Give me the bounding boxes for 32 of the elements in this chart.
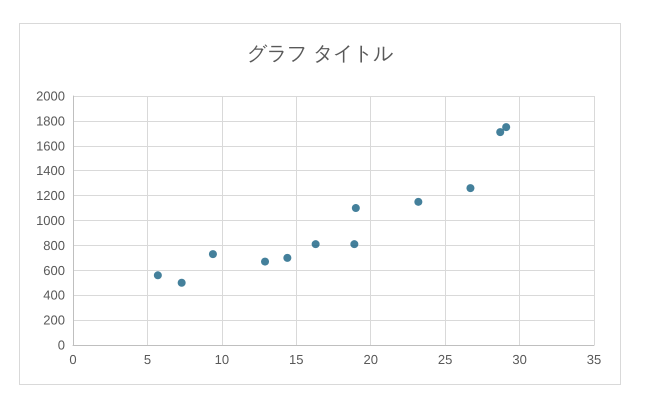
- x-tick-label: 25: [438, 352, 452, 367]
- y-tick-label: 600: [43, 262, 65, 278]
- y-tick-label: 1600: [36, 138, 65, 154]
- x-tick-label: 10: [214, 352, 230, 367]
- chart-title: グラフ タイトル: [246, 41, 394, 65]
- y-tick-label: 400: [43, 288, 65, 303]
- y-tick-label: 800: [43, 238, 65, 253]
- point: [312, 240, 320, 248]
- x-tick-label: 35: [586, 352, 602, 367]
- point: [208, 250, 217, 258]
- point: [352, 204, 360, 212]
- x-tick-label: 30: [512, 352, 527, 367]
- y-tick-label: 1000: [36, 213, 65, 228]
- point: [350, 240, 358, 248]
- y-tick-label: 1400: [36, 163, 65, 178]
- point: [261, 258, 270, 266]
- point: [154, 271, 162, 280]
- x-tick-label: 5: [144, 352, 152, 367]
- point: [414, 198, 422, 206]
- point: [466, 184, 474, 192]
- point: [283, 254, 292, 262]
- x-tick-label: 15: [289, 352, 304, 367]
- point: [502, 123, 510, 132]
- point: [496, 128, 504, 136]
- y-tick-label: 2000: [36, 88, 65, 104]
- point: [178, 278, 186, 287]
- y-tick-label: 1800: [36, 113, 65, 128]
- x-tick-label: 20: [363, 352, 378, 367]
- x-tick-label: 0: [69, 352, 77, 367]
- y-tick-label: 1200: [36, 188, 65, 204]
- y-tick-label: 200: [43, 312, 65, 328]
- y-tick-label: 0: [58, 338, 65, 352]
